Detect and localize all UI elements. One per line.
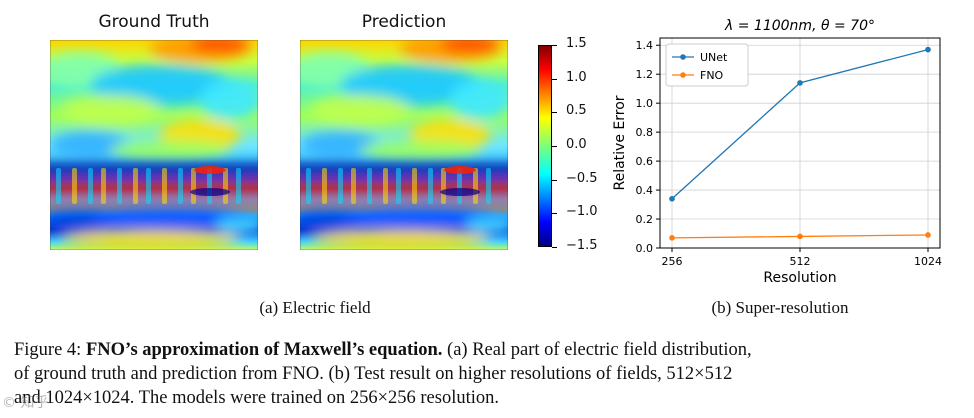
x-tick-label: 256 bbox=[662, 255, 683, 268]
y-tick-label: 1.4 bbox=[636, 39, 654, 52]
subcaption-a: (a) Electric field bbox=[259, 298, 371, 317]
chart-title: λ = 1100nm, θ = 70° bbox=[724, 18, 875, 34]
colorbar-tick-label: 0.0 bbox=[566, 137, 587, 152]
colorbar-tick-mark bbox=[552, 179, 557, 181]
prediction-field-map bbox=[300, 40, 508, 250]
caption-label: Figure 4: bbox=[14, 340, 82, 360]
legend-marker bbox=[680, 72, 686, 78]
colorbar-tick-mark bbox=[552, 112, 557, 114]
caption-bold-title: FNO’s approximation of Maxwell’s equatio… bbox=[85, 340, 443, 360]
colorbar-tick-label: 0.5 bbox=[566, 103, 587, 119]
data-point-fno bbox=[925, 232, 931, 238]
data-point-fno bbox=[669, 235, 675, 241]
data-point-unet bbox=[669, 195, 675, 202]
y-tick-label: 1.0 bbox=[636, 97, 654, 110]
colorbar-tick-mark bbox=[552, 146, 557, 147]
ground-truth-title: Ground Truth bbox=[98, 12, 210, 32]
y-tick-label: 0.6 bbox=[636, 155, 654, 168]
y-tick-label: 0.0 bbox=[636, 242, 654, 255]
data-point-fno bbox=[797, 233, 803, 240]
data-point-unet bbox=[797, 80, 803, 86]
figure-caption: Figure 4: FNO’s approximation of Maxwell… bbox=[14, 338, 970, 410]
colorbar bbox=[538, 45, 552, 247]
x-tick-label: 1024 bbox=[914, 255, 942, 268]
legend-marker bbox=[680, 54, 686, 60]
y-tick-label: 0.8 bbox=[636, 126, 654, 139]
colorbar-tick-label: −0.5 bbox=[566, 170, 598, 186]
y-tick-label: 0.2 bbox=[636, 213, 654, 226]
legend-label: UNet bbox=[700, 51, 728, 64]
y-axis-label: Relative Error bbox=[612, 95, 628, 190]
x-tick-label: 512 bbox=[790, 255, 811, 268]
colorbar-tick-mark bbox=[552, 213, 557, 215]
watermark: © 知乎 bbox=[2, 395, 49, 411]
colorbar-tick-label: 1.0 bbox=[566, 69, 587, 85]
colorbar-tick-label: −1.5 bbox=[566, 238, 598, 253]
colorbar-tick-mark bbox=[552, 78, 557, 80]
legend-label: FNO bbox=[700, 69, 724, 82]
data-point-unet bbox=[925, 46, 931, 53]
y-tick-label: 1.2 bbox=[636, 68, 654, 81]
colorbar-tick-label: 1.5 bbox=[566, 36, 587, 51]
prediction-title: Prediction bbox=[361, 12, 447, 32]
caption-line1: (a) Real part of electric field distribu… bbox=[442, 340, 752, 360]
caption-line3: and 1024×1024. The models were trained o… bbox=[14, 388, 499, 408]
chart-legend: UNet FNO bbox=[665, 43, 749, 87]
y-tick-label: 0.4 bbox=[636, 184, 654, 197]
colorbar-tick-mark bbox=[552, 247, 557, 248]
subcaption-b: (b) Super-resolution bbox=[711, 298, 849, 317]
super-resolution-chart: λ = 1100nm, θ = 70° 0.0 0.2 0.4 0.6 0.8 1.0 1.2… bbox=[612, 18, 942, 286]
x-axis-label: Resolution bbox=[763, 270, 836, 286]
ground-truth-field-map bbox=[50, 40, 258, 250]
caption-line2: of ground truth and prediction from FNO.… bbox=[14, 364, 733, 384]
colorbar-tick-label: −1.0 bbox=[566, 204, 598, 220]
colorbar-tick-mark bbox=[552, 45, 557, 46]
plot-frame bbox=[659, 37, 941, 249]
